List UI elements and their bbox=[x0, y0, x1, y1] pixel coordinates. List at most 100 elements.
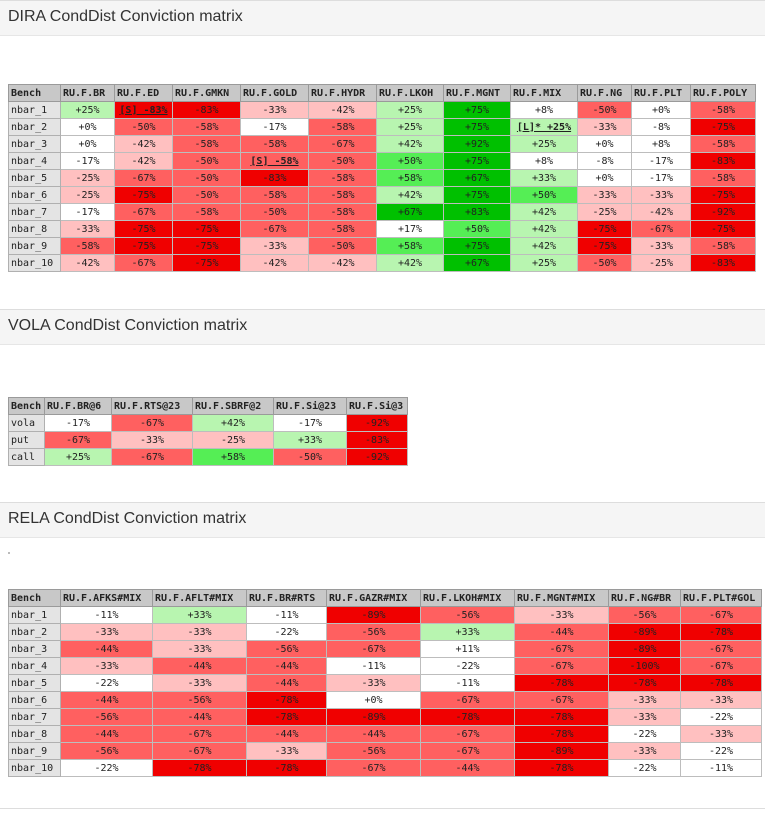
conviction-cell: -56% bbox=[60, 742, 153, 760]
conviction-cell: +25% bbox=[510, 135, 578, 153]
conviction-cell: -58% bbox=[60, 237, 115, 255]
conviction-cell: -50% bbox=[577, 101, 632, 119]
row-label: nbar_4 bbox=[8, 657, 61, 675]
conviction-cell: -33% bbox=[608, 742, 681, 760]
table-row: nbar_7 -17% -67% -58% -50% -58% +67% +83% +42% -2… bbox=[8, 203, 756, 221]
conviction-cell: -92% bbox=[346, 448, 408, 466]
conviction-cell: -83% bbox=[690, 152, 756, 170]
conviction-cell: -75% bbox=[172, 254, 241, 272]
conviction-cell: -58% bbox=[308, 169, 377, 187]
conviction-cell: +25% bbox=[376, 101, 444, 119]
table-row: nbar_8 -33% -75% -75% -67% -58% +17% +50% +42% -7… bbox=[8, 220, 756, 238]
conviction-cell: -22% bbox=[60, 674, 153, 692]
column-header-ru-f-lkoh: RU.F.LKOH bbox=[376, 84, 444, 102]
conviction-cell: -50% bbox=[308, 237, 377, 255]
conviction-cell: -67% bbox=[514, 657, 609, 675]
column-header-ru-f-afks-mix: RU.F.AFKS#MIX bbox=[60, 589, 153, 607]
conviction-cell: +50% bbox=[510, 186, 578, 204]
conviction-cell: -67% bbox=[240, 220, 309, 238]
conviction-cell: +75% bbox=[443, 118, 511, 136]
conviction-cell: -78% bbox=[514, 759, 609, 777]
conviction-cell: -44% bbox=[246, 657, 327, 675]
conviction-cell: -83% bbox=[346, 431, 408, 449]
conviction-cell: -11% bbox=[420, 674, 515, 692]
column-header-ru-f-br-6: RU.F.BR@6 bbox=[44, 397, 112, 415]
conviction-cell: -25% bbox=[60, 186, 115, 204]
conviction-cell: -89% bbox=[608, 640, 681, 658]
conviction-cell: -78% bbox=[420, 708, 515, 726]
column-header-ru-f-ng: RU.F.NG bbox=[577, 84, 632, 102]
conviction-cell: -67% bbox=[326, 640, 421, 658]
row-label: nbar_5 bbox=[8, 674, 61, 692]
conviction-cell: -58% bbox=[690, 169, 756, 187]
conviction-cell: -83% bbox=[240, 169, 309, 187]
conviction-cell: -33% bbox=[514, 606, 609, 624]
conviction-cell: -33% bbox=[631, 237, 691, 255]
conviction-cell: -33% bbox=[152, 640, 247, 658]
conviction-cell: -56% bbox=[608, 606, 681, 624]
conviction-cell: -33% bbox=[577, 118, 632, 136]
conviction-cell: +0% bbox=[60, 135, 115, 153]
conviction-cell: -67% bbox=[152, 742, 247, 760]
conviction-cell: +0% bbox=[631, 101, 691, 119]
row-label: nbar_4 bbox=[8, 152, 61, 170]
conviction-cell: -17% bbox=[240, 118, 309, 136]
column-header-ru-f-rts-23: RU.F.RTS@23 bbox=[111, 397, 193, 415]
conviction-cell: -42% bbox=[60, 254, 115, 272]
column-header-ru-f-mix: RU.F.MIX bbox=[510, 84, 578, 102]
column-header-ru-f-si-3: RU.F.Si@3 bbox=[346, 397, 408, 415]
column-header-ru-f-ed: RU.F.ED bbox=[114, 84, 173, 102]
conviction-cell: -67% bbox=[420, 691, 515, 709]
conviction-cell: -89% bbox=[514, 742, 609, 760]
conviction-cell: -33% bbox=[608, 691, 681, 709]
conviction-cell: -50% bbox=[172, 169, 241, 187]
conviction-cell: -25% bbox=[631, 254, 691, 272]
conviction-cell: +50% bbox=[443, 220, 511, 238]
column-header-bench: Bench bbox=[8, 589, 61, 607]
table-row: nbar_6 -44% -56% -78% +0% -67% -67% -33% -33% bbox=[8, 691, 762, 709]
conviction-cell: -67% bbox=[152, 725, 247, 743]
conviction-cell: -11% bbox=[326, 657, 421, 675]
conviction-cell: -83% bbox=[172, 101, 241, 119]
conviction-cell: -42% bbox=[240, 254, 309, 272]
column-header-ru-f-hydr: RU.F.HYDR bbox=[308, 84, 377, 102]
table-row: nbar_6 -25% -75% -50% -58% -58% +42% +75% +50% -3… bbox=[8, 186, 756, 204]
rela-conviction-table: Bench RU.F.AFKS#MIX RU.F.AFLT#MIX RU.F.BR#R… bbox=[8, 589, 762, 777]
conviction-cell: -8% bbox=[631, 118, 691, 136]
conviction-cell: -22% bbox=[680, 708, 762, 726]
column-header-bench: Bench bbox=[8, 397, 45, 415]
conviction-cell: -75% bbox=[172, 237, 241, 255]
vola-conviction-table: Bench RU.F.BR@6 RU.F.RTS@23 RU.F.SBRF@2 RU.F… bbox=[8, 397, 408, 466]
conviction-cell: -75% bbox=[577, 220, 632, 238]
row-label: call bbox=[8, 448, 45, 466]
column-header-ru-f-lkoh-mix: RU.F.LKOH#MIX bbox=[420, 589, 515, 607]
column-header-ru-f-aflt-mix: RU.F.AFLT#MIX bbox=[152, 589, 247, 607]
conviction-cell: +58% bbox=[376, 169, 444, 187]
conviction-cell: -89% bbox=[326, 606, 421, 624]
conviction-cell: -58% bbox=[172, 118, 241, 136]
table-row: nbar_3 +0% -42% -58% -58% -67% +42% +92% +25% +0%… bbox=[8, 135, 756, 153]
row-label: nbar_9 bbox=[8, 742, 61, 760]
conviction-cell: -33% bbox=[240, 237, 309, 255]
conviction-cell: -33% bbox=[608, 708, 681, 726]
conviction-cell: -44% bbox=[514, 623, 609, 641]
row-label: nbar_1 bbox=[8, 606, 61, 624]
column-header-ru-f-mgnt: RU.F.MGNT bbox=[443, 84, 511, 102]
conviction-cell: -33% bbox=[680, 691, 762, 709]
conviction-cell: -22% bbox=[608, 759, 681, 777]
conviction-cell: +33% bbox=[152, 606, 247, 624]
row-label: nbar_10 bbox=[8, 759, 61, 777]
conviction-cell: -78% bbox=[152, 759, 247, 777]
conviction-cell: -25% bbox=[192, 431, 274, 449]
conviction-cell: +25% bbox=[60, 101, 115, 119]
conviction-cell: -89% bbox=[608, 623, 681, 641]
conviction-cell: -58% bbox=[308, 203, 377, 221]
dira-section-title: DIRA CondDist Conviction matrix bbox=[8, 8, 243, 25]
row-label: nbar_2 bbox=[8, 623, 61, 641]
conviction-cell: -67% bbox=[680, 606, 762, 624]
conviction-cell: -58% bbox=[308, 220, 377, 238]
row-label: nbar_7 bbox=[8, 708, 61, 726]
conviction-cell: -56% bbox=[152, 691, 247, 709]
conviction-cell: -33% bbox=[60, 657, 153, 675]
table-row: nbar_10 -42% -67% -75% -42% -42% +42% +67% +25% -… bbox=[8, 254, 756, 272]
